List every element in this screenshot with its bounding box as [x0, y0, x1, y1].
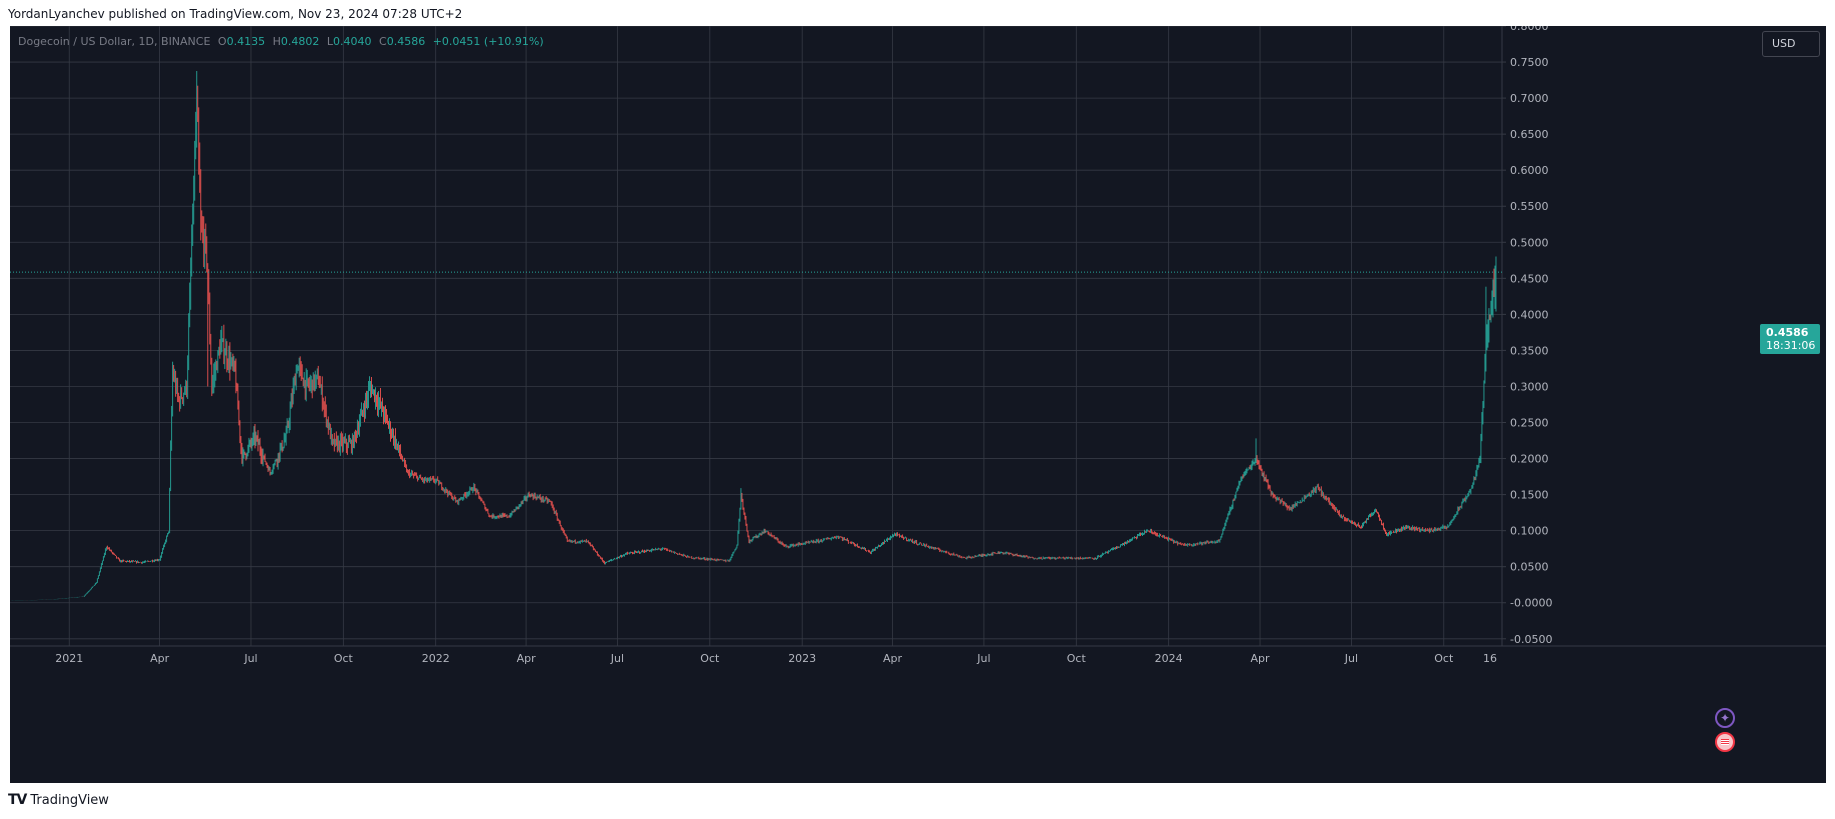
- last-price-badge: 0.4586 18:31:06: [1760, 324, 1820, 354]
- price-chart[interactable]: 0.8000 0.7500 0.7000 0.6500 0.6000 0.5500 0.50…: [10, 26, 1826, 783]
- x-tick-label: Apr: [1251, 652, 1271, 665]
- x-tick-label: Jul: [1344, 652, 1358, 665]
- footer-brand: TV TradingView: [8, 792, 109, 808]
- y-tick-label: 0.5000: [1510, 236, 1549, 249]
- x-tick-label: Oct: [1067, 652, 1087, 665]
- symbol-label[interactable]: Dogecoin / US Dollar, 1D, BINANCE: [18, 35, 211, 48]
- last-price: 0.4586: [1766, 326, 1809, 339]
- high-label: H: [272, 35, 281, 48]
- low-value: 0.4040: [333, 35, 372, 48]
- y-tick-label: 0.2500: [1510, 417, 1549, 430]
- y-tick-label: 0.4500: [1510, 272, 1549, 285]
- change-value: +0.0451 (+10.91%): [432, 35, 544, 48]
- us-flag-icon[interactable]: [1715, 732, 1735, 752]
- y-tick-label: -0.0500: [1510, 633, 1552, 646]
- y-tick-label: 0.6000: [1510, 164, 1549, 177]
- x-tick-label: 2021: [55, 652, 83, 665]
- x-tick-label: Apr: [883, 652, 903, 665]
- y-tick-label: 0.0500: [1510, 561, 1549, 574]
- x-tick-label: 2022: [422, 652, 450, 665]
- candles-group: [10, 70, 1497, 601]
- y-tick-label: 0.8000: [1510, 26, 1549, 33]
- plot-background[interactable]: [10, 26, 1826, 783]
- y-tick-label: 0.7500: [1510, 56, 1549, 69]
- high-value: 0.4802: [280, 35, 320, 48]
- y-tick-label: 0.2000: [1510, 453, 1549, 466]
- x-tick-label: Jul: [243, 652, 257, 665]
- y-tick-label: 0.1000: [1510, 525, 1549, 538]
- x-tick-label: Jul: [976, 652, 990, 665]
- close-value: 0.4586: [386, 35, 426, 48]
- x-tick-label: Oct: [700, 652, 720, 665]
- bar-countdown: 18:31:06: [1766, 339, 1816, 352]
- open-value: 0.4135: [226, 35, 266, 48]
- tradingview-logo-icon: TV: [8, 792, 27, 808]
- x-tick-label: Oct: [334, 652, 354, 665]
- brand-name: TradingView: [30, 792, 109, 808]
- x-tick-label: Jul: [610, 652, 624, 665]
- y-tick-label: 0.5500: [1510, 200, 1549, 213]
- y-tick-label: 0.6500: [1510, 128, 1549, 141]
- y-tick-label: 0.7000: [1510, 92, 1549, 105]
- open-label: O: [217, 35, 227, 48]
- x-tick-label: 16: [1483, 652, 1497, 665]
- y-tick-label: 0.4000: [1510, 308, 1549, 321]
- ohlc-legend: Dogecoin / US Dollar, 1D, BINANCE O0.413…: [18, 35, 544, 48]
- event-star-icon[interactable]: ✦: [1715, 708, 1735, 728]
- x-tick-label: 2024: [1155, 652, 1183, 665]
- publish-header: YordanLyanchev published on TradingView.…: [8, 7, 463, 21]
- y-tick-label: 0.1500: [1510, 489, 1549, 502]
- x-tick-label: Apr: [517, 652, 537, 665]
- x-tick-label: Oct: [1434, 652, 1454, 665]
- x-tick-label: 2023: [788, 652, 816, 665]
- low-label: L: [326, 35, 334, 48]
- x-tick-label: Apr: [150, 652, 170, 665]
- y-tick-label: -0.0000: [1510, 597, 1552, 610]
- currency-selector[interactable]: USD: [1762, 31, 1820, 57]
- y-tick-label: 0.3000: [1510, 380, 1549, 393]
- y-tick-label: 0.3500: [1510, 344, 1549, 357]
- close-label: C: [379, 35, 387, 48]
